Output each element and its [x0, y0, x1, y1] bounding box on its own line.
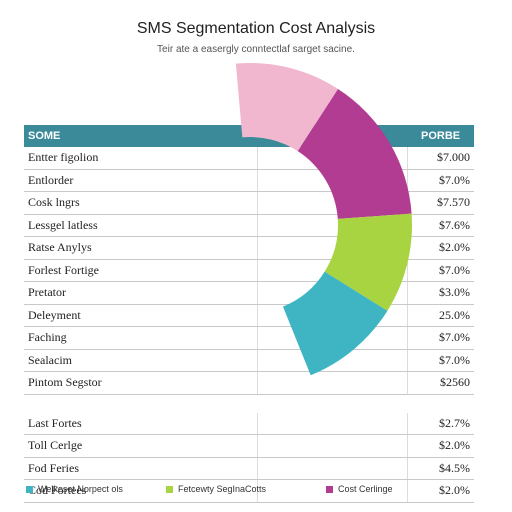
row-label: Cod Fortees	[28, 483, 87, 497]
chart-subtitle: Teir ate a easergly conntectlaf sarget s…	[157, 44, 355, 55]
header-name: SOME	[24, 125, 257, 147]
row-price: $2.7%	[439, 415, 470, 430]
legend-label: Welkeset Norpect ols	[38, 484, 123, 494]
header-price: PORBE	[407, 125, 474, 147]
row-label: Faching	[28, 330, 67, 344]
chart-legend: Welkeset Norpect ols Fetcewty SegInaCotts…	[26, 482, 476, 496]
chart-title: SMS Segmentation Cost Analysis	[136, 20, 376, 37]
cost-table: SOME PORBE Entter figolion $7.000 Entlorde…	[24, 125, 474, 503]
row-price: $4.5%	[439, 460, 470, 475]
row-label: Forlest Fortige	[28, 262, 99, 277]
header-spacer	[257, 125, 407, 147]
row-price: $7.570	[437, 195, 470, 209]
row-price: $7.0%	[439, 172, 470, 187]
legend-swatch	[326, 486, 333, 494]
table-header: SOME PORBE	[24, 125, 474, 147]
row-price: $7.0%	[439, 352, 470, 367]
legend-label: Cost Cerlinge	[338, 484, 393, 494]
row-label: Last Fortes	[28, 415, 82, 430]
table-row: Entlorder $7.0%	[24, 169, 474, 192]
table-row: Pretator $3.0%	[24, 282, 474, 305]
table-row: Lessgel latless $7.6%	[24, 214, 474, 237]
table-row: Cosk lngrs $7.570	[24, 192, 474, 215]
table-row: Toll Cerlge $2.0%	[24, 435, 474, 458]
row-price: $7.0%	[439, 330, 470, 344]
table-row: Pintom Segstor $2560	[24, 372, 474, 395]
row-price: $7.6%	[439, 217, 470, 232]
row-price: $2.0%	[439, 483, 470, 497]
row-price: $7.000	[437, 150, 470, 164]
legend-swatch	[26, 486, 33, 494]
row-price: $2.0%	[439, 438, 470, 452]
table-group-1: Entter figolion $7.000 Entlorder $7.0% Cosk …	[24, 147, 474, 395]
row-label: Toll Cerlge	[28, 438, 83, 452]
row-price: $2560	[440, 375, 470, 389]
table-row: Fod Feries $4.5%	[24, 457, 474, 480]
table-row: Forlest Fortige $7.0%	[24, 259, 474, 282]
row-price: $7.0%	[439, 262, 470, 277]
row-price: 25.0%	[439, 307, 470, 322]
legend-swatch	[166, 486, 173, 494]
row-label: Lessgel latless	[28, 217, 98, 232]
row-label: Sealacim	[28, 352, 72, 367]
table-row: Faching $7.0%	[24, 327, 474, 350]
legend-item: Cost Cerlinge	[326, 482, 393, 496]
legend-item: Fetcewty SegInaCotts	[166, 482, 266, 496]
row-label: Entter figolion	[28, 150, 99, 164]
row-label: Ratse Anylys	[28, 240, 92, 254]
row-label: Cosk lngrs	[28, 195, 80, 209]
table-row: Deleyment 25.0%	[24, 304, 474, 327]
legend-label: Fetcewty SegInaCotts	[178, 484, 267, 494]
row-label: Pretator	[28, 285, 66, 299]
row-label: Entlorder	[28, 172, 74, 187]
row-label: Fod Feries	[28, 460, 79, 475]
row-label: Pintom Segstor	[28, 375, 102, 389]
table-row: Entter figolion $7.000	[24, 147, 474, 170]
table-row: Ratse Anylys $2.0%	[24, 237, 474, 260]
table-row: Sealacim $7.0%	[24, 349, 474, 372]
table-row: Cod Fortees $2.0%	[24, 480, 474, 503]
row-label: Deleyment	[28, 307, 81, 322]
legend-item: Welkeset Norpect ols	[26, 482, 123, 496]
row-price: $3.0%	[439, 285, 470, 299]
table-row: Last Fortes $2.7%	[24, 412, 474, 435]
row-price: $2.0%	[439, 240, 470, 254]
table-group-2: Last Fortes $2.7% Toll Cerlge $2.0% Fod Feri…	[24, 412, 474, 503]
